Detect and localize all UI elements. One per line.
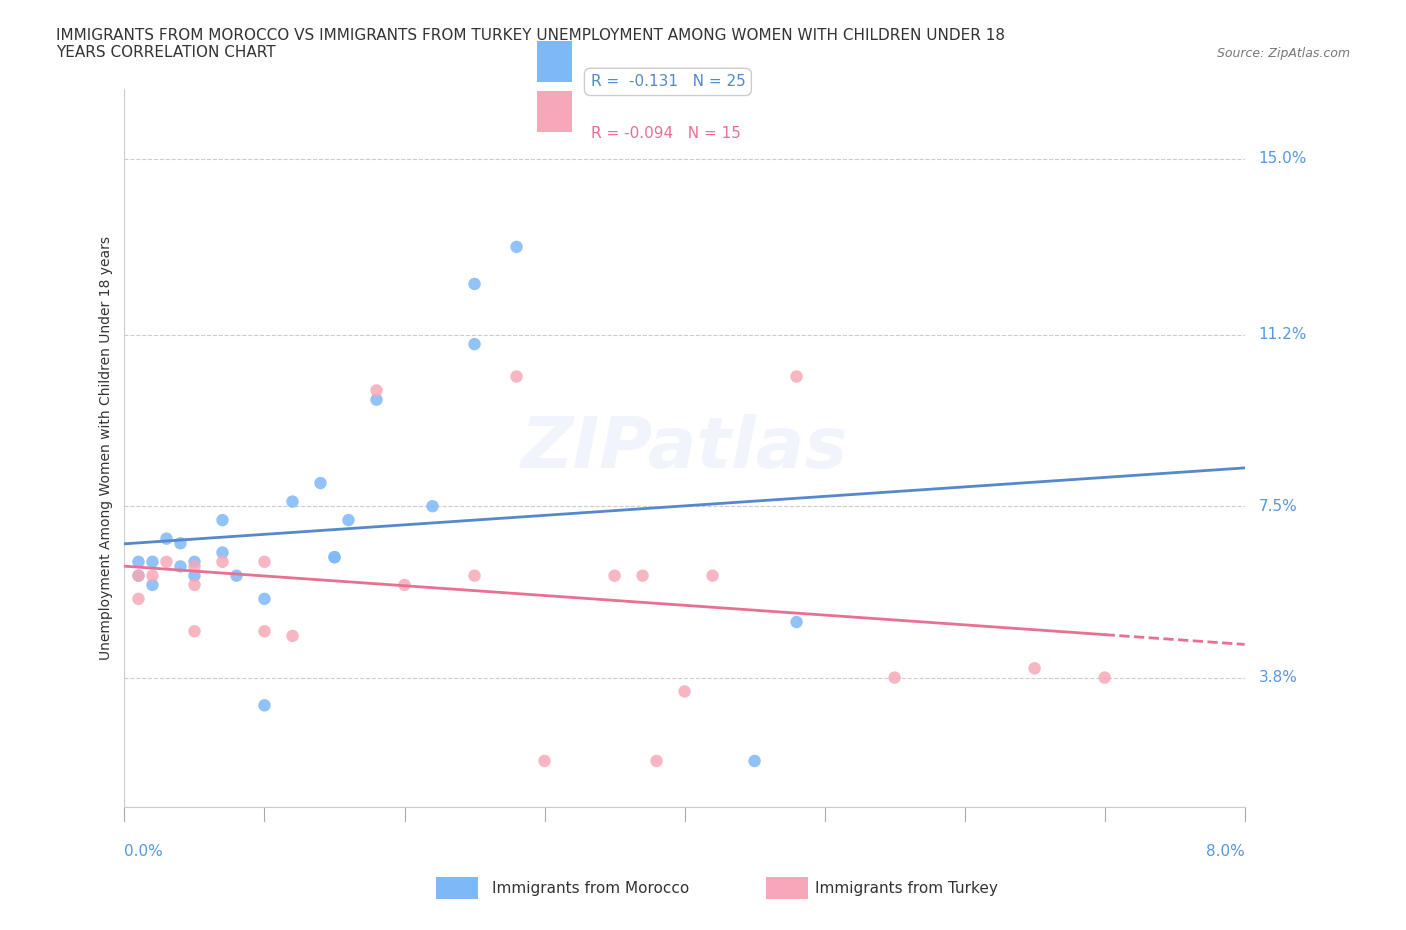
- Point: [673, 684, 696, 699]
- Text: Immigrants from Morocco: Immigrants from Morocco: [492, 881, 689, 896]
- Point: [155, 554, 177, 569]
- Point: [169, 559, 191, 574]
- Point: [323, 550, 346, 565]
- Point: [183, 568, 205, 583]
- Point: [366, 383, 388, 398]
- Point: [505, 369, 527, 384]
- Point: [323, 550, 346, 565]
- Point: [183, 559, 205, 574]
- Point: [127, 554, 149, 569]
- Point: [366, 392, 388, 407]
- Point: [253, 698, 276, 712]
- Point: [631, 568, 654, 583]
- Point: [337, 512, 360, 527]
- Point: [464, 337, 486, 352]
- Point: [422, 498, 444, 513]
- Point: [211, 512, 233, 527]
- Point: [211, 554, 233, 569]
- Point: [183, 624, 205, 639]
- Point: [394, 578, 416, 592]
- Point: [1024, 661, 1046, 676]
- Point: [281, 494, 304, 509]
- Text: 11.2%: 11.2%: [1258, 327, 1308, 342]
- Text: 3.8%: 3.8%: [1258, 671, 1298, 685]
- Text: 15.0%: 15.0%: [1258, 152, 1308, 166]
- Point: [883, 671, 905, 685]
- Text: 8.0%: 8.0%: [1206, 844, 1244, 859]
- Point: [127, 591, 149, 606]
- Text: 7.5%: 7.5%: [1258, 498, 1298, 513]
- Point: [645, 753, 668, 768]
- Text: 0.0%: 0.0%: [125, 844, 163, 859]
- Text: R =  -0.131   N = 25: R = -0.131 N = 25: [591, 74, 745, 89]
- Point: [127, 568, 149, 583]
- Point: [1094, 671, 1116, 685]
- Point: [183, 578, 205, 592]
- Point: [141, 554, 163, 569]
- Point: [464, 276, 486, 291]
- Text: Source: ZipAtlas.com: Source: ZipAtlas.com: [1216, 46, 1350, 60]
- Point: [702, 568, 724, 583]
- Point: [281, 629, 304, 644]
- Point: [309, 475, 332, 490]
- Point: [253, 554, 276, 569]
- Y-axis label: Unemployment Among Women with Children Under 18 years: Unemployment Among Women with Children U…: [100, 236, 114, 660]
- Point: [253, 591, 276, 606]
- Point: [464, 568, 486, 583]
- Point: [786, 369, 808, 384]
- Point: [141, 568, 163, 583]
- Point: [786, 615, 808, 630]
- Point: [744, 753, 766, 768]
- Point: [183, 554, 205, 569]
- Point: [603, 568, 626, 583]
- Point: [533, 753, 555, 768]
- Point: [211, 545, 233, 560]
- Text: IMMIGRANTS FROM MOROCCO VS IMMIGRANTS FROM TURKEY UNEMPLOYMENT AMONG WOMEN WITH : IMMIGRANTS FROM MOROCCO VS IMMIGRANTS FR…: [56, 28, 1005, 60]
- Point: [155, 531, 177, 546]
- Point: [505, 239, 527, 254]
- Text: R = -0.094   N = 15: R = -0.094 N = 15: [591, 126, 741, 141]
- Text: ZIPatlas: ZIPatlas: [520, 414, 848, 483]
- Point: [169, 536, 191, 551]
- Point: [253, 624, 276, 639]
- Point: [127, 568, 149, 583]
- Text: Immigrants from Turkey: Immigrants from Turkey: [815, 881, 998, 896]
- Point: [141, 578, 163, 592]
- Point: [225, 568, 247, 583]
